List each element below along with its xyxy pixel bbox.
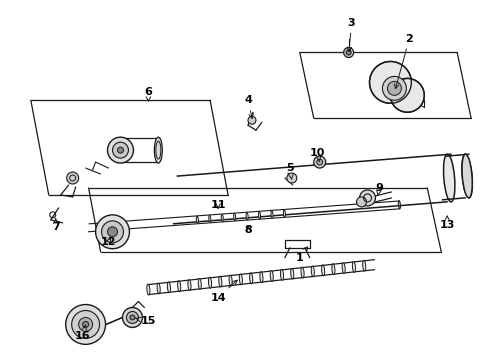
Ellipse shape — [188, 280, 191, 291]
Ellipse shape — [246, 212, 248, 220]
Ellipse shape — [462, 154, 472, 198]
Ellipse shape — [260, 272, 263, 283]
Ellipse shape — [270, 270, 273, 282]
Ellipse shape — [209, 215, 211, 222]
Ellipse shape — [178, 281, 181, 292]
Circle shape — [107, 227, 118, 237]
Circle shape — [314, 156, 326, 168]
Text: 15: 15 — [135, 316, 156, 327]
Text: 8: 8 — [244, 225, 252, 235]
Text: 10: 10 — [310, 148, 325, 161]
Circle shape — [118, 147, 123, 153]
Ellipse shape — [283, 210, 286, 217]
Circle shape — [346, 50, 351, 55]
Circle shape — [317, 159, 323, 165]
Circle shape — [122, 307, 143, 328]
Text: 14: 14 — [210, 280, 237, 302]
Text: 12: 12 — [101, 237, 116, 247]
Ellipse shape — [198, 278, 201, 289]
Text: 6: 6 — [145, 87, 152, 101]
Circle shape — [360, 190, 375, 206]
Circle shape — [107, 137, 133, 163]
Circle shape — [369, 62, 412, 103]
Circle shape — [388, 81, 401, 95]
Ellipse shape — [291, 268, 294, 279]
Text: 3: 3 — [347, 18, 355, 51]
Circle shape — [126, 311, 138, 323]
Ellipse shape — [196, 216, 198, 223]
Circle shape — [391, 78, 424, 112]
Circle shape — [101, 221, 123, 243]
Circle shape — [343, 48, 354, 58]
Ellipse shape — [221, 215, 223, 221]
Circle shape — [357, 197, 367, 207]
Circle shape — [248, 116, 256, 124]
Text: 5: 5 — [286, 163, 294, 179]
Ellipse shape — [311, 266, 315, 277]
Circle shape — [383, 76, 406, 100]
Ellipse shape — [259, 212, 261, 219]
Text: 16: 16 — [75, 325, 91, 341]
Ellipse shape — [332, 264, 335, 275]
Ellipse shape — [154, 137, 162, 163]
Ellipse shape — [249, 273, 253, 284]
Circle shape — [66, 305, 105, 345]
Ellipse shape — [239, 274, 243, 285]
Ellipse shape — [229, 275, 232, 286]
Ellipse shape — [462, 154, 472, 198]
Ellipse shape — [280, 269, 284, 280]
Circle shape — [72, 310, 99, 338]
Ellipse shape — [157, 283, 160, 294]
Circle shape — [287, 173, 297, 183]
Text: 9: 9 — [375, 183, 383, 196]
Circle shape — [67, 172, 78, 184]
Ellipse shape — [234, 213, 236, 221]
Circle shape — [78, 318, 93, 332]
Ellipse shape — [147, 284, 150, 295]
Ellipse shape — [363, 260, 366, 271]
Ellipse shape — [301, 267, 304, 278]
Ellipse shape — [271, 211, 273, 218]
Circle shape — [113, 142, 128, 158]
Ellipse shape — [168, 282, 171, 293]
Text: 13: 13 — [440, 216, 455, 230]
Ellipse shape — [352, 261, 355, 273]
Text: 11: 11 — [210, 200, 226, 210]
Ellipse shape — [208, 277, 212, 288]
Ellipse shape — [321, 265, 325, 276]
Circle shape — [83, 321, 89, 328]
Text: 7: 7 — [52, 219, 60, 232]
Circle shape — [130, 315, 135, 320]
Circle shape — [96, 215, 129, 249]
Text: 2: 2 — [394, 33, 413, 89]
Text: 1: 1 — [296, 247, 308, 263]
Ellipse shape — [219, 276, 222, 287]
Ellipse shape — [443, 154, 455, 202]
Text: 4: 4 — [244, 95, 253, 118]
Ellipse shape — [342, 262, 345, 274]
